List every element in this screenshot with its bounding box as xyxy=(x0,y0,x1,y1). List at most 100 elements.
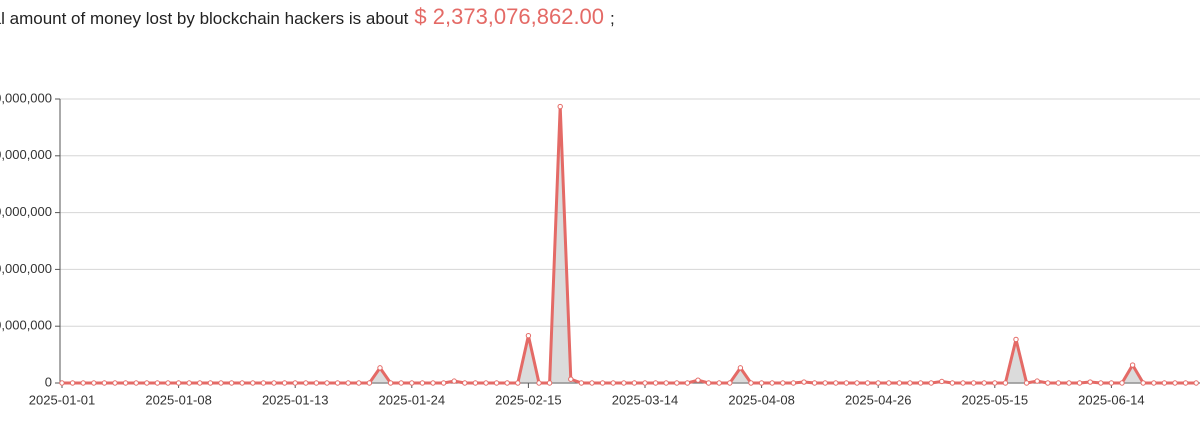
y-tick-label: 900,000,000 xyxy=(0,204,52,219)
point xyxy=(917,380,924,386)
point xyxy=(801,379,807,385)
point xyxy=(1002,380,1009,386)
point xyxy=(366,380,373,386)
point xyxy=(1034,378,1040,384)
point xyxy=(144,380,150,386)
point xyxy=(748,380,754,386)
point xyxy=(207,380,214,386)
x-tick-label: 2025-03-14 xyxy=(612,392,679,407)
point xyxy=(398,380,404,386)
point xyxy=(324,380,330,386)
point xyxy=(992,380,998,386)
point xyxy=(843,380,850,386)
point xyxy=(281,380,288,386)
point xyxy=(780,380,786,386)
point xyxy=(239,380,245,386)
point xyxy=(610,380,616,386)
point xyxy=(970,380,977,386)
point xyxy=(578,380,585,386)
y-tick-label: 1,500,000,000 xyxy=(0,90,52,105)
point xyxy=(260,380,267,386)
point xyxy=(875,380,881,386)
x-tick-label: 2025-04-26 xyxy=(845,392,912,407)
point xyxy=(165,380,171,386)
point xyxy=(833,380,839,386)
x-tick-label: 2025-01-24 xyxy=(379,392,446,407)
point xyxy=(313,380,320,386)
point xyxy=(896,380,903,386)
x-tick-label: 2025-01-08 xyxy=(145,392,212,407)
point xyxy=(705,380,712,386)
y-tick-label: 600,000,000 xyxy=(0,261,52,276)
point xyxy=(822,380,828,386)
x-tick-label: 2025-02-15 xyxy=(495,392,562,407)
point xyxy=(960,380,966,386)
point xyxy=(1161,380,1168,386)
point xyxy=(59,380,65,386)
headline: Total amount of money lost by blockchain… xyxy=(0,4,615,30)
y-tick-label: 1,200,000,000 xyxy=(0,147,52,162)
point xyxy=(175,380,182,386)
point xyxy=(462,380,468,386)
point xyxy=(228,380,235,386)
point xyxy=(483,380,489,386)
point xyxy=(186,380,192,386)
point xyxy=(504,380,510,386)
point xyxy=(271,380,277,386)
point xyxy=(790,380,797,386)
point xyxy=(684,380,691,386)
point xyxy=(939,378,945,385)
point xyxy=(377,365,383,371)
point xyxy=(599,380,606,386)
point xyxy=(674,380,680,386)
point xyxy=(515,380,521,386)
point xyxy=(652,380,659,386)
point xyxy=(292,380,298,386)
point xyxy=(716,380,722,386)
point xyxy=(1182,380,1189,386)
point xyxy=(80,380,86,386)
point xyxy=(864,380,871,386)
point xyxy=(250,380,256,386)
line xyxy=(62,105,1197,385)
point xyxy=(356,380,362,386)
point xyxy=(122,380,129,386)
point xyxy=(568,376,574,382)
point xyxy=(981,380,987,386)
x-tick-label: 2025-05-15 xyxy=(962,392,1029,407)
point xyxy=(472,380,479,386)
point xyxy=(546,380,553,386)
point xyxy=(854,380,860,386)
point xyxy=(440,380,447,386)
headline-end: ; xyxy=(610,9,615,28)
point xyxy=(493,380,500,386)
point xyxy=(1023,380,1030,386)
point xyxy=(1087,379,1093,385)
headline-amount: $ 2,373,076,862.00 xyxy=(414,4,605,29)
point xyxy=(928,380,934,386)
point xyxy=(197,380,203,386)
point xyxy=(1055,380,1062,386)
point xyxy=(1172,380,1178,386)
point xyxy=(409,380,415,386)
point xyxy=(663,380,669,386)
point xyxy=(1129,362,1136,368)
point xyxy=(1193,380,1199,386)
point xyxy=(642,380,648,386)
point xyxy=(1013,336,1019,343)
x-tick-label: 2025-04-08 xyxy=(728,392,795,407)
point xyxy=(334,380,341,386)
point xyxy=(112,380,118,386)
point xyxy=(525,332,532,339)
point xyxy=(557,103,563,110)
y-tick-label: 300,000,000 xyxy=(0,318,52,333)
point xyxy=(737,365,744,371)
point xyxy=(907,380,913,386)
point xyxy=(621,380,627,386)
point xyxy=(345,380,351,386)
y-tick-label: 0 xyxy=(45,374,52,389)
point xyxy=(1119,380,1125,386)
point xyxy=(769,380,775,386)
point xyxy=(387,380,394,386)
